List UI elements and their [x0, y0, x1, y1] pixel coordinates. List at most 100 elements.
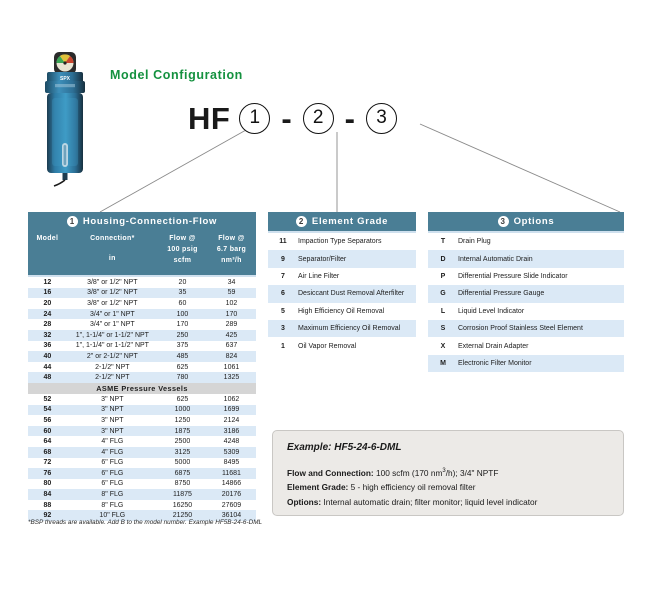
- housing-table-title: Housing-Connection-Flow: [82, 216, 218, 227]
- table-row: 44 2-1/2" NPT 625 1061: [28, 362, 256, 373]
- model-code-formula: HF 1 - 2 - 3: [188, 99, 397, 137]
- cell-flow-scfm: 375: [176, 342, 189, 350]
- cell-flow-scfm: 6875: [174, 469, 191, 477]
- product-image-filter-housing: SPX: [36, 48, 94, 190]
- cell-code: 6: [281, 290, 285, 298]
- cell-flow-scfm: 485: [176, 352, 189, 360]
- cell-code: T: [440, 238, 446, 246]
- table-row: T Drain Plug: [428, 233, 624, 250]
- cell-flow-scfm: 170: [176, 321, 189, 329]
- cell-code: P: [440, 272, 446, 280]
- options-table: 3 Options T Drain Plug D Internal Automatic…: [428, 212, 624, 373]
- cell-flow-nm3h: 637: [225, 342, 238, 350]
- table-row: 16 3/8" or 1/2" NPT 35 59: [28, 287, 256, 299]
- cell-flow-nm3h: 11681: [221, 469, 241, 477]
- cell-model: 16: [43, 289, 52, 297]
- cell-label: Liquid Level Indicator: [458, 307, 525, 315]
- table-row: 6 Desiccant Dust Removal Afterfilter: [268, 285, 416, 303]
- example-grade-value: 5 - high efficiency oil removal filter: [350, 482, 476, 493]
- cell-flow-nm3h: 102: [225, 299, 238, 307]
- cell-label: Differential Pressure Gauge: [458, 290, 545, 298]
- cell-connection: 3/4" or 1" NPT: [90, 310, 135, 318]
- formula-slot-2: 2: [302, 102, 334, 134]
- housing-table-badge: 1: [66, 216, 78, 227]
- cell-connection: 6" FLG: [101, 469, 124, 477]
- cell-connection: 2" or 2-1/2" NPT: [86, 352, 138, 360]
- cell-model: 48: [43, 374, 52, 382]
- column-header-model: Model: [36, 235, 59, 242]
- cell-code: X: [440, 342, 446, 350]
- housing-table-footnote: *BSP threads are available. Add B to the…: [28, 519, 263, 526]
- example-callout-box: Example: HF5-24-6-DML Flow and Connectio…: [272, 430, 624, 516]
- cell-connection: 8" FLG: [101, 501, 124, 509]
- table-row: 72 6" FLG 5000 8495: [28, 458, 256, 469]
- options-table-badge: 3: [497, 216, 509, 227]
- cell-flow-nm3h: 1325: [223, 374, 240, 382]
- cell-flow-nm3h: 59: [227, 289, 236, 297]
- cell-label: Desiccant Dust Removal Afterfilter: [298, 290, 405, 298]
- cell-model: 84: [43, 491, 52, 499]
- cell-flow-nm3h: 824: [225, 352, 238, 360]
- cell-flow-nm3h: 4248: [223, 438, 240, 446]
- cell-flow-nm3h: 1061: [223, 363, 240, 371]
- cell-flow-nm3h: 1699: [223, 406, 240, 414]
- cell-flow-nm3h: 2124: [223, 416, 240, 424]
- cell-connection: 10" FLG: [99, 512, 126, 520]
- table-row: 12 3/8" or 1/2" NPT 20 34: [28, 277, 256, 288]
- cell-model: 72: [43, 459, 52, 467]
- cell-model: 56: [43, 416, 52, 424]
- housing-table-header: 1 Housing-Connection-Flow: [28, 212, 256, 231]
- table-row: 1 Oil Vapor Removal: [268, 337, 416, 354]
- cell-connection: 3" NPT: [101, 406, 124, 414]
- table-row: 7 Air Line Filter: [268, 268, 416, 285]
- table-row: 9 Separator/Filter: [268, 250, 416, 268]
- cell-flow-scfm: 21250: [172, 512, 193, 520]
- cell-flow-scfm: 1875: [174, 427, 191, 435]
- cell-code: S: [440, 325, 446, 333]
- cell-label: External Drain Adapter: [458, 342, 529, 350]
- table-row: 54 3" NPT 1000 1699: [28, 404, 256, 416]
- table-row: 5 High Efficiency Oil Removal: [268, 303, 416, 320]
- cell-code: L: [440, 307, 446, 315]
- cell-model: 32: [43, 331, 52, 339]
- cell-connection: 4" FLG: [101, 448, 124, 456]
- cell-flow-scfm: 250: [176, 331, 189, 339]
- table-row: 76 6" FLG 6875 11681: [28, 468, 256, 479]
- column-header-flow-nm3h: Flow @ 6.7 barg nm³/h: [216, 235, 247, 264]
- example-options-label: Options:: [287, 496, 322, 507]
- cell-flow-nm3h: 14866: [221, 480, 242, 488]
- element-table-header: 2 Element Grade: [268, 212, 416, 231]
- table-row: M Electronic Filter Monitor: [428, 354, 624, 373]
- cell-connection: 3/8" or 1/2" NPT: [87, 278, 138, 286]
- cell-connection: 3/8" or 1/2" NPT: [87, 299, 138, 307]
- cell-model: 54: [43, 406, 52, 414]
- table-row: 36 1", 1-1/4" or 1-1/2" NPT 375 637: [28, 341, 256, 352]
- cell-model: 20: [43, 299, 52, 307]
- cell-flow-nm3h: 8495: [223, 459, 240, 467]
- cell-label: Maximum Efficiency Oil Removal: [298, 325, 401, 333]
- table-row: 84 8" FLG 11875 20176: [28, 489, 256, 500]
- cell-code: 1: [281, 342, 285, 350]
- cell-flow-scfm: 8750: [174, 480, 191, 488]
- cell-label: Corrosion Proof Stainless Steel Element: [458, 325, 583, 333]
- example-grade-label: Element Grade:: [287, 482, 349, 493]
- cell-label: Drain Plug: [458, 238, 491, 246]
- options-table-title: Options: [513, 216, 555, 227]
- example-flow-value: 100 scfm (170 nm3/h); 3/4" NPTF: [375, 468, 499, 478]
- cell-flow-nm3h: 20176: [221, 491, 242, 499]
- cell-model: 80: [43, 480, 52, 488]
- cell-label: Air Line Filter: [298, 272, 340, 280]
- cell-connection: 3" NPT: [101, 416, 124, 424]
- table-row: 64 4" FLG 2500 4248: [28, 436, 256, 447]
- cell-flow-nm3h: 5309: [223, 448, 240, 456]
- options-table-body: T Drain Plug D Internal Automatic Drain P Dif…: [428, 231, 624, 373]
- cell-flow-scfm: 625: [176, 363, 189, 371]
- page-title: Model Configuration: [110, 68, 243, 82]
- cell-flow-scfm: 625: [176, 395, 189, 403]
- cell-flow-nm3h: 36104: [221, 512, 242, 520]
- table-row: 11 Impaction Type Separators: [268, 233, 416, 250]
- example-title: Example: HF5-24-6-DML: [287, 442, 402, 453]
- cell-flow-scfm: 100: [176, 310, 189, 318]
- table-row: 68 4" FLG 3125 5309: [28, 446, 256, 458]
- cell-code: M: [440, 359, 446, 367]
